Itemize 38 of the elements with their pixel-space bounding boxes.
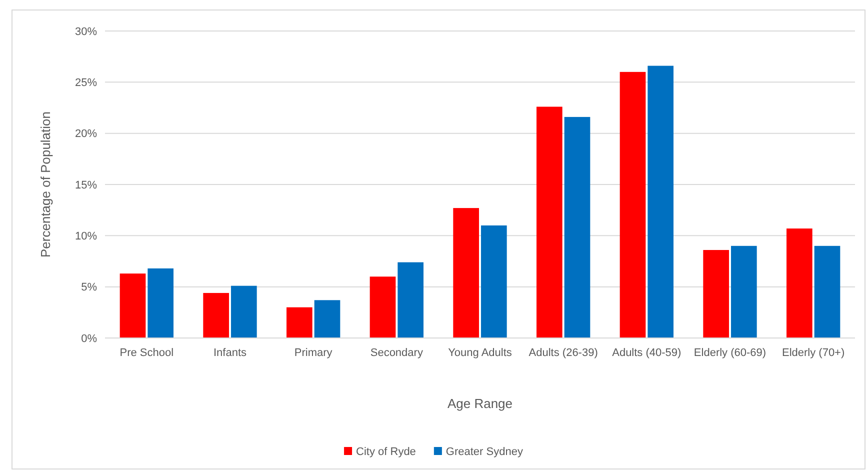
bar: [286, 307, 312, 338]
bar: [370, 276, 396, 338]
y-tick-label: 20%: [74, 128, 98, 140]
bar: [453, 208, 479, 338]
bar: [536, 106, 562, 338]
bar: [648, 66, 674, 338]
bar: [620, 72, 646, 338]
bar: [703, 250, 729, 338]
bar: [731, 246, 757, 338]
legend-label: Greater Sydney: [446, 446, 524, 458]
y-tick-label: 25%: [74, 77, 98, 90]
bar: [314, 300, 340, 338]
bar: [814, 246, 840, 338]
x-tick-label: Pre School: [120, 347, 174, 359]
x-tick-label: Elderly (70+): [782, 347, 845, 359]
y-tick-label: 30%: [74, 26, 98, 38]
x-tick-label: Infants: [213, 347, 248, 359]
legend-label: City of Ryde: [356, 446, 416, 458]
bar: [148, 268, 174, 338]
x-tick-label: Primary: [294, 347, 333, 359]
bar: [398, 262, 424, 338]
bar: [120, 274, 146, 338]
x-tick-label: Elderly (60-69): [694, 347, 766, 359]
x-tick-label: Secondary: [370, 347, 424, 359]
bar: [786, 228, 812, 338]
y-tick-label: 0%: [81, 332, 98, 345]
x-tick-label: Adults (40-59): [612, 347, 682, 359]
bar: [564, 116, 590, 338]
y-axis-title: Percentage of Population: [38, 112, 53, 258]
y-tick-label: 15%: [74, 179, 98, 192]
bar: [231, 286, 257, 338]
bar: [203, 292, 229, 338]
bar: [481, 225, 507, 338]
x-tick-label: Young Adults: [448, 347, 512, 359]
y-tick-label: 5%: [81, 282, 98, 294]
x-tick-label: Adults (26-39): [528, 347, 598, 359]
x-axis-title: Age Range: [447, 396, 513, 411]
y-tick-label: 10%: [74, 230, 98, 243]
